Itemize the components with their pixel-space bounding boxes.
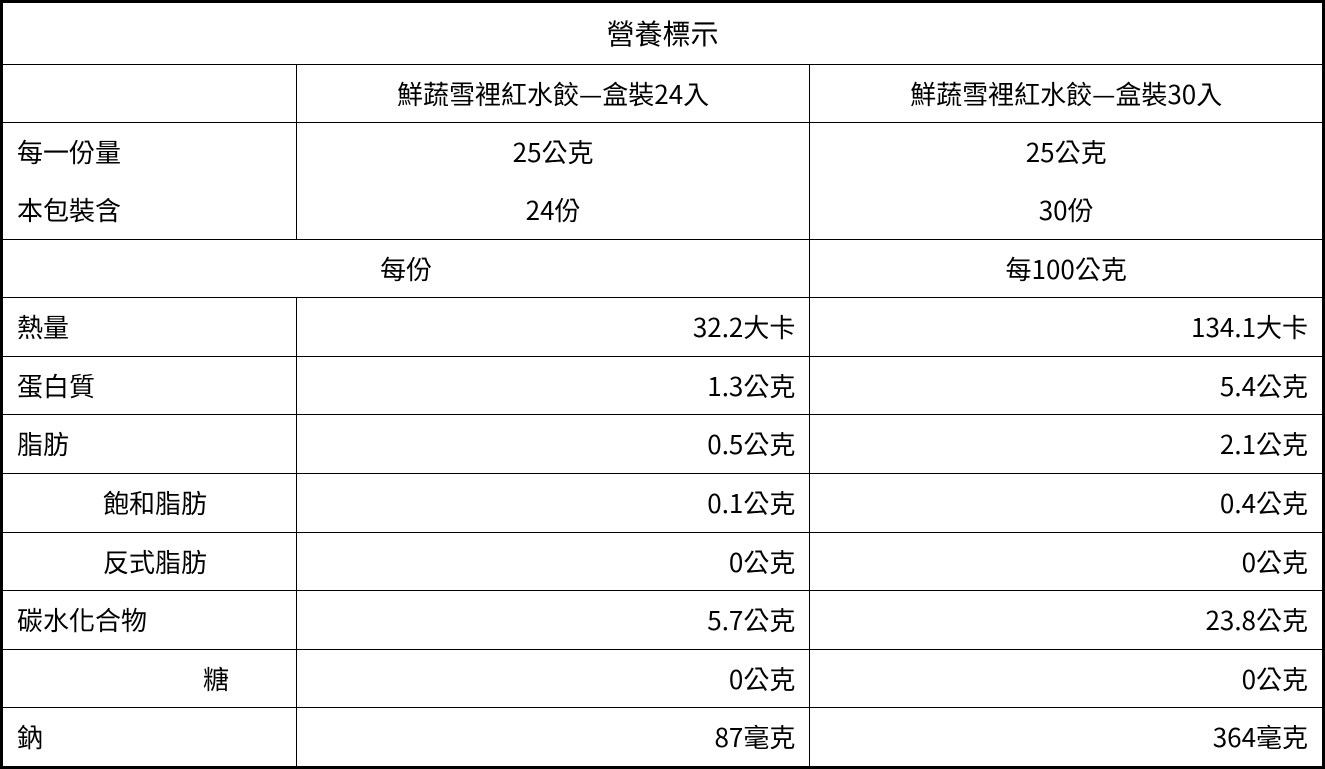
protein-row: 蛋白質 1.3公克 5.4公克 [2,356,1324,415]
table-title: 營養標示 [2,2,1324,65]
saturated-fat-row: 飽和脂肪 0.1公克 0.4公克 [2,473,1324,532]
per-header-row: 每份 每100公克 [2,239,1324,298]
per-serving-header: 每份 [2,239,810,298]
package-contains-label: 本包裝含 [2,181,297,239]
package-contains-2: 30份 [810,181,1324,239]
sugar-label: 糖 [2,649,297,708]
protein-per-serving: 1.3公克 [296,356,810,415]
trans-fat-label: 反式脂肪 [2,532,297,591]
calories-row: 熱量 32.2大卡 134.1大卡 [2,298,1324,357]
serving-size-row: 每一份量 25公克 25公克 [2,123,1324,181]
saturated-fat-label: 飽和脂肪 [2,473,297,532]
sugar-per-serving: 0公克 [296,649,810,708]
fat-per-100g: 2.1公克 [810,415,1324,474]
serving-size-2: 25公克 [810,123,1324,181]
calories-label: 熱量 [2,298,297,357]
carbohydrate-label: 碳水化合物 [2,591,297,650]
trans-fat-per-serving: 0公克 [296,532,810,591]
calories-per-serving: 32.2大卡 [296,298,810,357]
saturated-fat-per-serving: 0.1公克 [296,473,810,532]
table-title-row: 營養標示 [2,2,1324,65]
sugar-per-100g: 0公克 [810,649,1324,708]
saturated-fat-per-100g: 0.4公克 [810,473,1324,532]
trans-fat-row: 反式脂肪 0公克 0公克 [2,532,1324,591]
serving-size-1: 25公克 [296,123,810,181]
sodium-row: 鈉 87毫克 364毫克 [2,708,1324,768]
sodium-label: 鈉 [2,708,297,768]
product-2-name: 鮮蔬雪裡紅水餃—盒裝30入 [810,64,1324,123]
sugar-row: 糖 0公克 0公克 [2,649,1324,708]
nutrition-facts-table: 營養標示 鮮蔬雪裡紅水餃—盒裝24入 鮮蔬雪裡紅水餃—盒裝30入 每一份量 25… [0,0,1325,769]
package-contains-row: 本包裝含 24份 30份 [2,181,1324,239]
fat-row: 脂肪 0.5公克 2.1公克 [2,415,1324,474]
carbohydrate-row: 碳水化合物 5.7公克 23.8公克 [2,591,1324,650]
sodium-per-100g: 364毫克 [810,708,1324,768]
sodium-per-serving: 87毫克 [296,708,810,768]
serving-size-label: 每一份量 [2,123,297,181]
carbohydrate-per-serving: 5.7公克 [296,591,810,650]
product-header-blank [2,64,297,123]
carbohydrate-per-100g: 23.8公克 [810,591,1324,650]
protein-label: 蛋白質 [2,356,297,415]
calories-per-100g: 134.1大卡 [810,298,1324,357]
protein-per-100g: 5.4公克 [810,356,1324,415]
per-100g-header: 每100公克 [810,239,1324,298]
fat-label: 脂肪 [2,415,297,474]
fat-per-serving: 0.5公克 [296,415,810,474]
product-header-row: 鮮蔬雪裡紅水餃—盒裝24入 鮮蔬雪裡紅水餃—盒裝30入 [2,64,1324,123]
trans-fat-per-100g: 0公克 [810,532,1324,591]
package-contains-1: 24份 [296,181,810,239]
product-1-name: 鮮蔬雪裡紅水餃—盒裝24入 [296,64,810,123]
